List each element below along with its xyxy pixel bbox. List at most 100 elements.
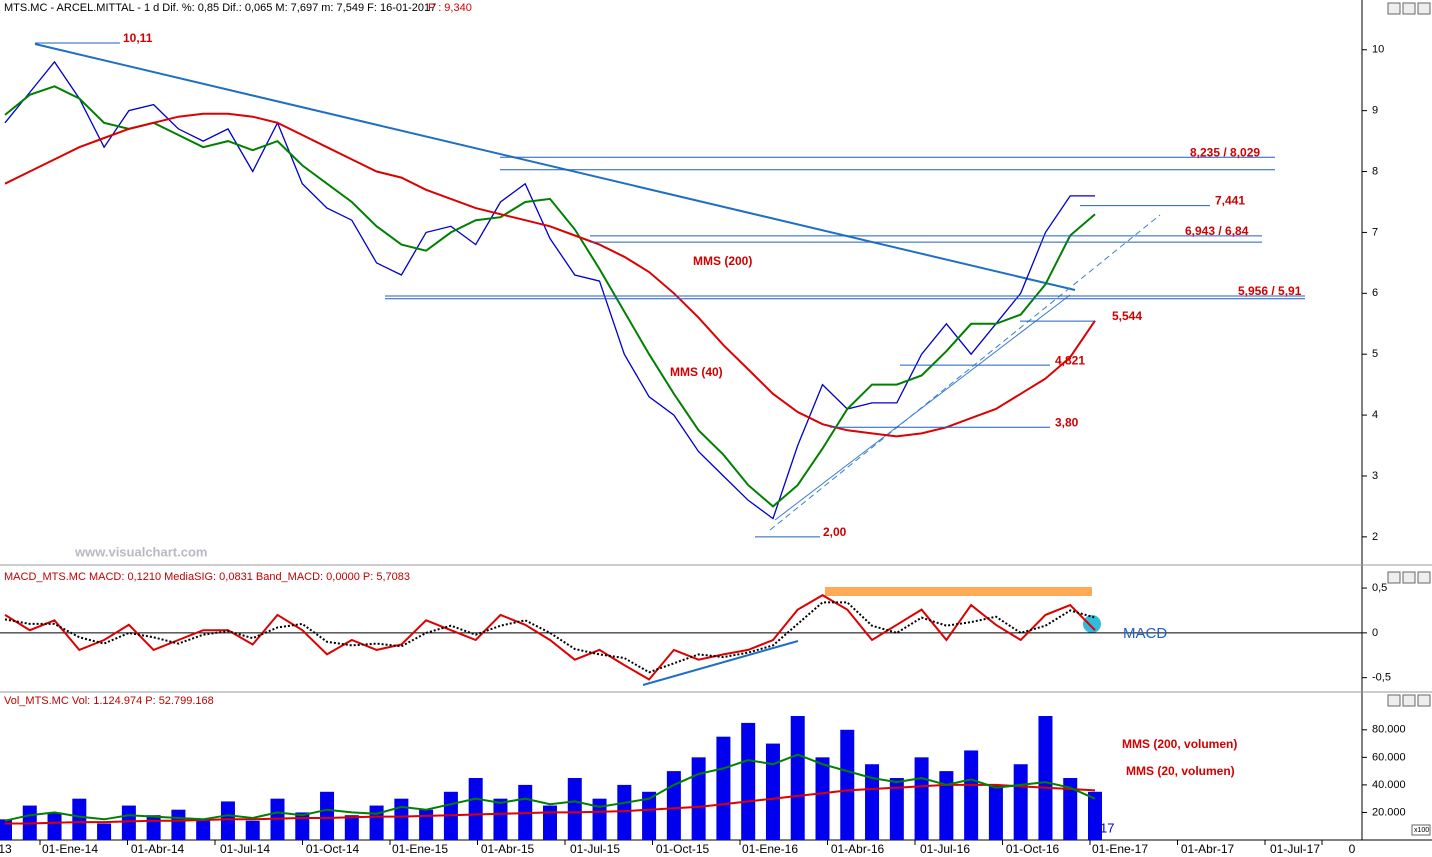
bar (320, 791, 335, 840)
x-tick-label: 01-Jul-14 (220, 842, 270, 856)
bar (196, 819, 211, 840)
x-tick-label: 01-Ene-16 (742, 842, 798, 856)
bar (47, 812, 62, 840)
bar (121, 805, 136, 840)
y-tick-label: 10 (1372, 44, 1384, 56)
bar (1038, 716, 1053, 840)
bar (865, 764, 880, 840)
level-label: 3,80 (1055, 415, 1079, 429)
button[interactable] (1387, 2, 1401, 15)
bar (295, 812, 310, 840)
x-tick-label: 01-Jul-17 (1270, 842, 1320, 856)
trendline (774, 294, 1071, 521)
y-tick-label: 3 (1372, 470, 1378, 482)
x-tick-label: 13 (0, 842, 12, 856)
bar (245, 820, 260, 840)
series-line (4, 60, 1095, 520)
button[interactable] (1417, 2, 1431, 15)
bar (741, 722, 756, 840)
button[interactable] (1402, 694, 1416, 707)
button[interactable] (1402, 2, 1416, 15)
level-label: 2,00 (823, 525, 847, 539)
trendline (769, 214, 1161, 531)
x-tick-label: 01-Oct-14 (306, 842, 360, 856)
level-label: 8,235 / 8,029 (1190, 145, 1260, 159)
bar (964, 750, 979, 840)
y-tick-label: 9 (1372, 105, 1378, 117)
series-label: MMS (40) (670, 365, 723, 379)
bar (72, 798, 87, 840)
unit-box (1411, 824, 1431, 836)
header: MTS.MC - ARCEL.MITTAL - 1 d Dif. %: 0,85… (4, 2, 436, 14)
bar (344, 815, 359, 840)
bar (765, 743, 780, 840)
level-label: 7,441 (1215, 194, 1245, 208)
y-tick-label: 5 (1372, 348, 1378, 360)
x-tick-label: 01-Abr-16 (831, 842, 885, 856)
bar (394, 798, 409, 840)
bar (419, 809, 434, 840)
y-tick-label: 2 (1372, 531, 1378, 543)
bar (1088, 791, 1102, 840)
button[interactable] (1417, 571, 1431, 584)
x-tick-label: 01-Jul-15 (570, 842, 620, 856)
bar (146, 815, 161, 840)
y-tick-label: 0 (1372, 627, 1378, 639)
x-tick-label: 01-Abr-14 (131, 842, 185, 856)
bar (914, 757, 929, 840)
panel-label: MACD (1123, 625, 1167, 642)
bar (468, 778, 483, 840)
button[interactable] (1387, 694, 1401, 707)
button[interactable] (1387, 571, 1401, 584)
x-tick-label: 01-Abr-17 (1181, 842, 1235, 856)
button[interactable] (1417, 694, 1431, 707)
x-tick-label: 01-Oct-15 (656, 842, 710, 856)
x-tick-label: 01-Abr-15 (481, 842, 535, 856)
highlight (1083, 615, 1101, 633)
bar (0, 819, 12, 840)
bar (840, 729, 855, 840)
x-tick-label: 0 (1349, 842, 1356, 856)
level-label: 4,821 (1055, 353, 1085, 367)
watermark: www.visualchart.com (74, 544, 207, 559)
x-tick-label: 01-Jul-16 (920, 842, 970, 856)
y-tick-label: 4 (1372, 409, 1378, 421)
bar (815, 757, 830, 840)
bar (642, 791, 657, 840)
y-tick-label: 20.000 (1372, 806, 1406, 818)
window-buttons (1387, 2, 1431, 707)
bar (666, 771, 681, 840)
bar (988, 784, 1003, 840)
y-tick-label: 60.000 (1372, 751, 1406, 763)
bar (889, 778, 904, 840)
bar (171, 809, 186, 840)
x-tick-label: 01-Oct-16 (1006, 842, 1060, 856)
bar (1063, 778, 1078, 840)
bar (543, 805, 557, 840)
bar (790, 716, 805, 840)
unit-label: x100 (1414, 827, 1429, 834)
legend-entry: MMS (200, volumen) (1122, 737, 1237, 751)
header-last: P : 9,340 (428, 2, 472, 14)
x-tick-label: 01-Ene-14 (42, 842, 98, 856)
button[interactable] (1402, 571, 1416, 584)
y-tick-label: -0,5 (1372, 672, 1391, 684)
bar (369, 805, 384, 840)
bar (97, 823, 112, 840)
y-tick-label: 8 (1372, 165, 1378, 177)
y-tick-label: 7 (1372, 226, 1378, 238)
trendline (34, 43, 1076, 291)
bar (716, 736, 731, 840)
bar (567, 778, 582, 840)
level-label: 5,544 (1112, 309, 1142, 323)
series-line (4, 112, 1096, 438)
highlight (825, 587, 1092, 596)
level-label: 6,943 / 6,84 (1185, 224, 1249, 238)
x-tick-label: 01-Ene-15 (392, 842, 448, 856)
bar (1013, 764, 1028, 840)
bar (220, 801, 235, 840)
bar (493, 798, 508, 840)
y-tick-label: 40.000 (1372, 779, 1406, 791)
